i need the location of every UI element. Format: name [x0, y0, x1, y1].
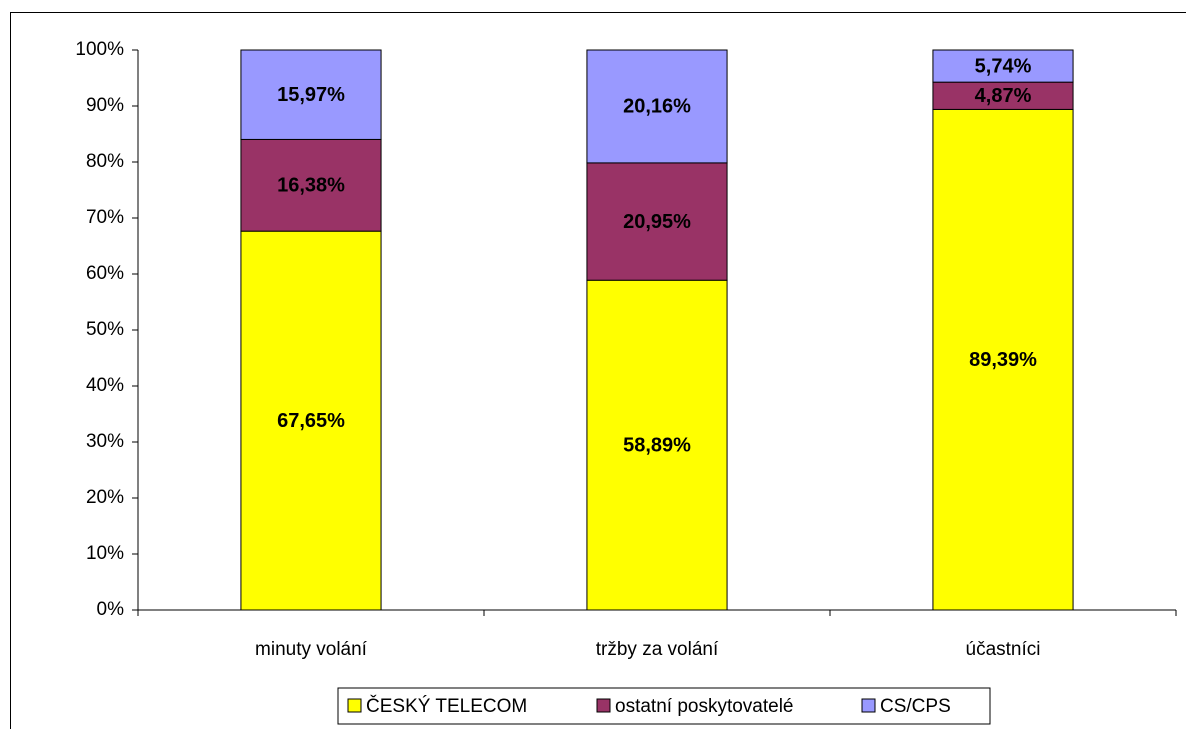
y-tick-label: 60% — [86, 263, 124, 284]
bar-segment — [586, 49, 728, 164]
bar-segment — [240, 138, 382, 232]
bar-segment — [586, 162, 728, 281]
legend-swatch — [596, 698, 611, 713]
y-tick-label: 10% — [86, 543, 124, 564]
legend-label: ostatní poskytovatelé — [615, 696, 794, 717]
x-tick-label: účastníci — [966, 639, 1041, 660]
y-tick-label: 20% — [86, 487, 124, 508]
bar-segment — [932, 108, 1074, 611]
data-label: 4,87% — [975, 85, 1032, 107]
y-tick-label: 100% — [75, 39, 124, 60]
data-label: 5,74% — [975, 55, 1032, 77]
y-tick-label: 0% — [97, 599, 125, 620]
y-tick-label: 70% — [86, 207, 124, 228]
y-tick-label: 40% — [86, 375, 124, 396]
x-tick-label: minuty volání — [255, 639, 368, 660]
legend-label: ČESKÝ TELECOM — [366, 695, 527, 717]
y-tick-label: 80% — [86, 151, 124, 172]
data-label: 20,95% — [623, 211, 691, 233]
legend-swatch — [861, 698, 876, 713]
legend-swatch — [347, 698, 362, 713]
bar-segment — [932, 49, 1074, 83]
x-tick-label: tržby za volání — [596, 639, 719, 660]
data-label: 89,39% — [969, 349, 1037, 371]
data-label: 58,89% — [623, 434, 691, 456]
y-tick-label: 90% — [86, 95, 124, 116]
y-tick-label: 50% — [86, 319, 124, 340]
data-label: 15,97% — [277, 84, 345, 106]
bar-segment — [240, 49, 382, 140]
bar-segment — [240, 230, 382, 611]
y-tick-label: 30% — [86, 431, 124, 452]
legend-label: CS/CPS — [880, 696, 951, 717]
bar-segment — [586, 279, 728, 611]
data-label: 20,16% — [623, 96, 691, 118]
data-label: 67,65% — [277, 410, 345, 432]
data-label: 16,38% — [277, 175, 345, 197]
legend — [337, 687, 991, 725]
